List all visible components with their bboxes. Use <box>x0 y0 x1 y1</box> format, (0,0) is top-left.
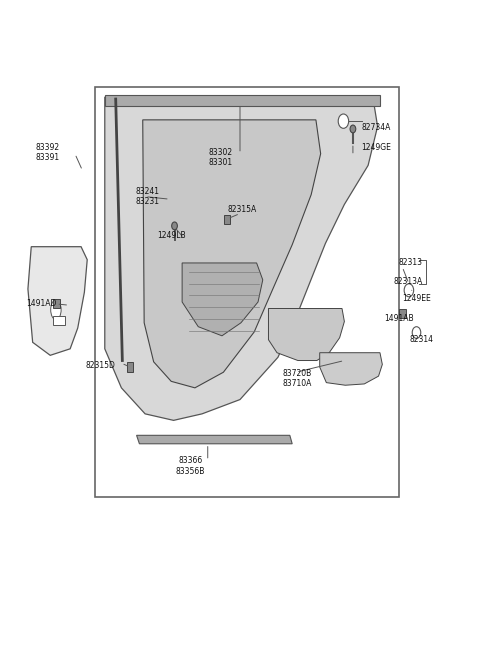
Polygon shape <box>28 247 87 356</box>
Ellipse shape <box>51 300 61 319</box>
Polygon shape <box>105 95 380 106</box>
Polygon shape <box>320 353 383 385</box>
Circle shape <box>412 327 421 338</box>
Text: 82315A: 82315A <box>228 205 257 214</box>
Circle shape <box>172 222 178 230</box>
Text: 82315D: 82315D <box>85 361 115 369</box>
Text: 82313: 82313 <box>399 258 423 268</box>
Bar <box>127 363 133 371</box>
Polygon shape <box>268 308 344 361</box>
Bar <box>53 299 60 308</box>
Polygon shape <box>137 436 292 443</box>
Text: 82734A: 82734A <box>361 123 390 132</box>
Polygon shape <box>143 120 321 388</box>
Text: 1249EE: 1249EE <box>402 295 431 303</box>
Text: 83241
83231: 83241 83231 <box>135 187 159 206</box>
Text: 1249LB: 1249LB <box>157 231 185 240</box>
Polygon shape <box>105 97 378 420</box>
Bar <box>399 309 406 318</box>
Circle shape <box>338 114 348 129</box>
Bar <box>224 215 230 224</box>
Text: 1491AB: 1491AB <box>384 314 414 323</box>
Polygon shape <box>182 263 263 336</box>
Text: 83366
83356B: 83366 83356B <box>176 456 205 476</box>
Text: 1249GE: 1249GE <box>361 142 391 152</box>
Text: 83720B
83710A: 83720B 83710A <box>282 369 312 388</box>
Circle shape <box>350 125 356 133</box>
Text: 1491AD: 1491AD <box>26 298 57 308</box>
Bar <box>96 87 399 497</box>
Text: 82313A: 82313A <box>394 277 423 285</box>
Text: 83302
83301: 83302 83301 <box>209 148 233 167</box>
Text: 82314: 82314 <box>409 335 433 344</box>
Bar <box>53 316 65 325</box>
Text: 83392
83391: 83392 83391 <box>36 142 60 162</box>
Circle shape <box>404 284 414 297</box>
